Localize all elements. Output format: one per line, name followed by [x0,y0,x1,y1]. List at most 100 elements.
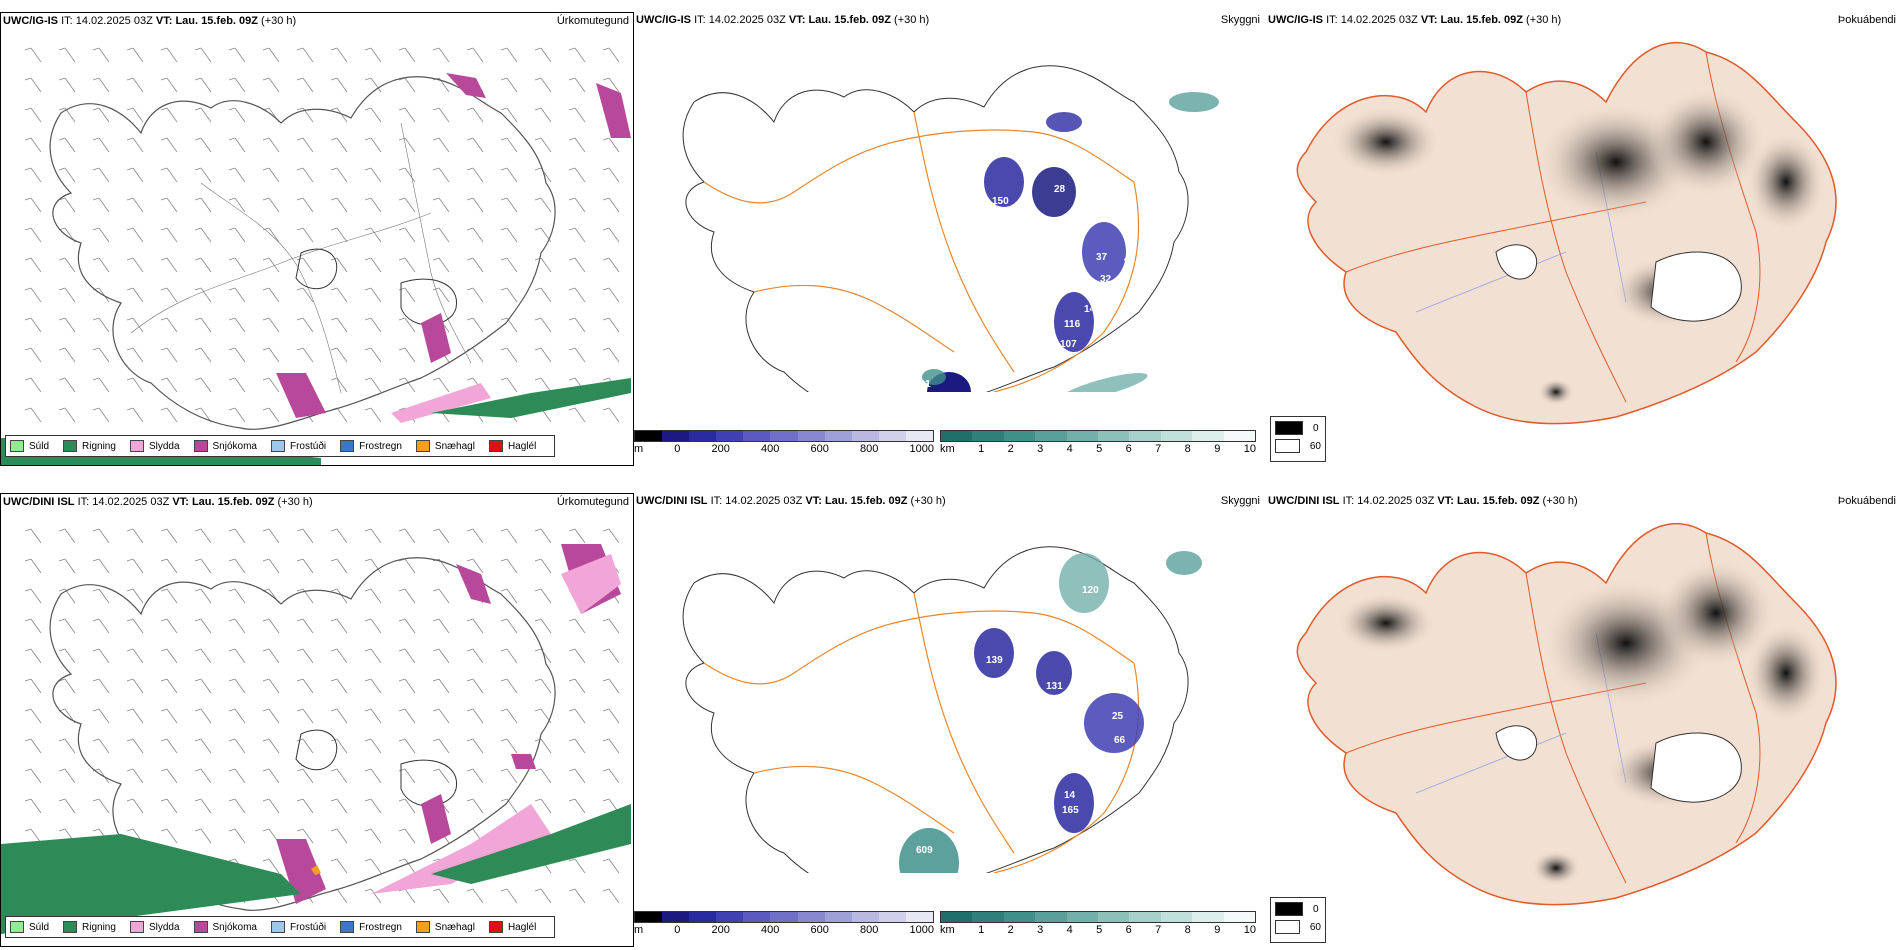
iceland-outline [682,65,1189,392]
wind-barb [466,107,484,123]
height-scale-segment [878,912,906,922]
wind-barb [432,167,450,183]
visibility-scale-segment [1129,431,1161,441]
cloud-map: 12 2 28 150 30 10 5 37 32 41 14 116 107 … [682,65,1219,392]
wind-barb [160,317,178,333]
panel-title: Skyggni [1220,495,1260,507]
wind-barb [364,618,382,634]
wind-barb [364,377,382,393]
cloud-label: 121 [914,379,931,390]
wind-barbs [24,47,620,423]
wind-barb [466,287,484,303]
legend-item: Frostregn [340,440,402,452]
height-scale-segment [770,431,798,441]
wind-barb [568,798,586,814]
precip-legend: Súld Rigning Slydda Snjókoma Frostúði Fr… [5,916,556,938]
wind-barb [262,407,280,423]
cloud-label: 108 [1024,697,1041,708]
model-name: UWC/IG-IS [3,15,58,27]
wind-barb [432,588,450,604]
precip-header: UWC/DINI ISL IT: 14.02.2025 03Z VT: Lau.… [3,496,629,512]
cloud-label: 3 [1154,645,1160,656]
wind-barb [398,317,416,333]
visibility-scale-segment [941,431,973,441]
wind-barb [602,197,620,213]
wind-barb [534,137,552,153]
wind-barb [500,678,518,694]
wind-barb [24,768,42,784]
height-scale-segment [851,912,879,922]
wind-barb [500,528,518,544]
wind-barb [466,768,484,784]
wind-barb [466,678,484,694]
wind-barb [194,768,212,784]
wind-barb [58,798,76,814]
visibility-scale-segment [1035,431,1067,441]
wind-barb [92,197,110,213]
wind-barb [364,798,382,814]
glacier-outline [400,278,457,326]
fog-panel-bottom: UWC/DINI ISL IT: 14.02.2025 03Z VT: Lau.… [1266,493,1900,945]
wind-barb [262,287,280,303]
panel-title: Skyggni [1220,14,1260,26]
wind-barb [24,317,42,333]
height-scale-segment [878,431,906,441]
wind-barb [92,407,110,423]
cloud-labels: 12 2 28 150 30 10 5 37 32 41 14 116 107 … [714,124,1160,390]
fog-map [1296,522,1837,906]
wind-barb [364,738,382,754]
legend-item: Frostúði [270,921,326,933]
wind-barb [160,347,178,363]
glacier-outline [295,729,338,771]
wind-barb [568,528,586,544]
wind-barb [194,648,212,664]
visibility-scale-segment [972,431,1004,441]
wind-barb [398,828,416,844]
wind-barb [228,77,246,93]
wind-barb [194,347,212,363]
wind-barb [228,618,246,634]
wind-barb [24,227,42,243]
wind-barb [364,107,382,123]
wind-barb [330,167,348,183]
wind-barb [160,47,178,63]
wind-barb [602,618,620,634]
wind-barb [160,648,178,664]
wind-barb [602,768,620,784]
wind-barb [58,648,76,664]
wind-barb [534,618,552,634]
wind-barb [568,407,586,423]
wind-barb [58,167,76,183]
wind-barb [330,708,348,724]
wind-barb [432,708,450,724]
wind-barb [364,347,382,363]
cloud-label: 139 [986,655,1003,666]
wind-barb [262,317,280,333]
height-scale-segment [851,431,879,441]
panel-title: Úrkomutegund [556,15,629,27]
wind-barb [296,167,314,183]
wind-barb [262,738,280,754]
wind-barb [24,377,42,393]
wind-barb [466,197,484,213]
legend-item: Slydda [129,440,180,452]
fog-legend-item: 60 [1275,439,1321,453]
wind-barb [194,257,212,273]
wind-barb [466,167,484,183]
wind-barb [228,227,246,243]
height-scale-segment [824,912,852,922]
cloud-label: 131 [1046,681,1063,692]
wind-barb [58,738,76,754]
height-scale-segment [662,431,690,441]
wind-barb [398,738,416,754]
height-scale-segment [635,912,663,922]
wind-barb [398,347,416,363]
fog-legend: 0 60 [1270,897,1326,943]
wind-barb [330,197,348,213]
wind-barb [364,528,382,544]
wind-barb [24,257,42,273]
cloud-label: 150 [992,196,1009,207]
wind-barb [262,768,280,784]
cloud-label: 14 [1064,790,1076,801]
wind-barb [534,347,552,363]
